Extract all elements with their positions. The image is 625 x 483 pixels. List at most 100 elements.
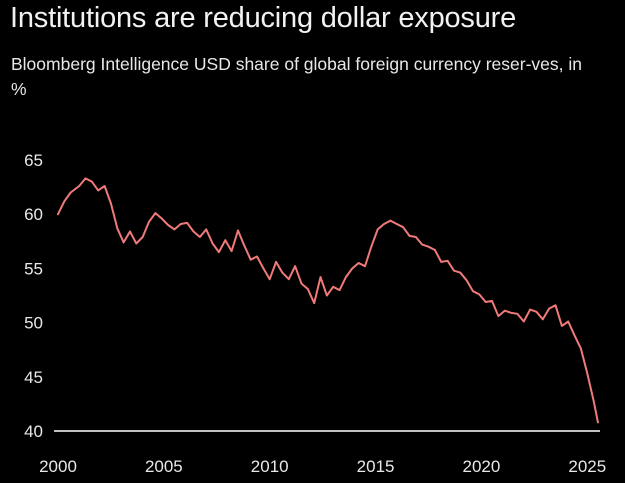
data-point	[186, 222, 189, 224]
data-point	[256, 255, 258, 258]
data-point	[503, 309, 506, 312]
data-point	[535, 310, 538, 313]
y-tick-label: 60	[24, 205, 43, 224]
data-point	[230, 250, 233, 253]
data-point	[84, 177, 87, 180]
data-point	[160, 217, 163, 220]
data-point	[408, 235, 411, 237]
data-point	[249, 258, 252, 261]
y-tick-label: 50	[24, 314, 43, 333]
x-tick-label: 2015	[357, 457, 395, 476]
data-point	[421, 243, 424, 246]
data-point	[281, 271, 284, 274]
data-point	[370, 245, 373, 248]
data-point	[522, 320, 525, 323]
x-axis-ticks: 2000 2005 2010 2015 2020 2025	[39, 457, 606, 476]
data-point	[332, 285, 335, 288]
data-point	[211, 242, 214, 245]
data-point	[491, 300, 493, 302]
data-point	[319, 276, 322, 278]
data-point	[446, 259, 449, 262]
data-point	[91, 180, 93, 183]
data-point	[364, 265, 366, 268]
data-point	[135, 242, 138, 245]
x-tick-label: 2010	[251, 457, 289, 476]
y-tick-label: 65	[24, 151, 43, 170]
data-point	[294, 265, 296, 268]
data-point	[592, 399, 595, 402]
data-point	[465, 279, 468, 282]
data-point	[129, 230, 131, 233]
data-point	[205, 228, 208, 231]
data-point	[484, 301, 487, 303]
data-point	[192, 230, 195, 233]
chart-subtitle: Bloomberg Intelligence USD share of glob…	[11, 54, 582, 99]
data-point	[345, 276, 347, 278]
data-point	[69, 191, 72, 194]
data-point	[573, 334, 576, 337]
data-point	[313, 302, 316, 304]
x-tick-label: 2000	[39, 457, 77, 476]
data-point	[218, 251, 220, 254]
data-point	[510, 311, 512, 314]
data-point	[141, 236, 144, 238]
data-point	[78, 185, 81, 187]
data-point	[395, 223, 398, 225]
data-point	[383, 223, 385, 225]
data-point	[237, 229, 239, 232]
data-point	[376, 228, 379, 231]
data-point	[472, 290, 474, 293]
series-line	[57, 177, 599, 424]
data-point	[541, 318, 544, 321]
data-point	[414, 236, 417, 238]
data-point	[116, 227, 119, 230]
data-point	[262, 267, 265, 270]
data-point	[497, 315, 500, 317]
data-point	[338, 289, 341, 291]
data-point	[268, 278, 271, 281]
data-point	[173, 228, 176, 231]
data-point	[554, 304, 557, 307]
data-point	[434, 249, 436, 251]
data-point	[148, 220, 150, 223]
y-tick-label: 40	[24, 422, 43, 441]
data-point	[580, 347, 582, 350]
x-tick-label: 2025	[568, 457, 606, 476]
y-tick-label: 55	[24, 259, 43, 278]
data-point	[275, 261, 277, 263]
data-point	[63, 200, 66, 203]
data-point	[427, 245, 430, 248]
data-point	[357, 262, 360, 264]
data-point	[459, 271, 462, 274]
data-point	[453, 269, 455, 272]
data-point	[154, 212, 157, 215]
data-point	[529, 308, 531, 311]
data-point	[586, 372, 589, 375]
data-point	[326, 294, 328, 297]
series-group	[57, 177, 599, 424]
y-axis-ticks: 40 45 50 55 60 65	[24, 151, 43, 441]
data-point	[478, 293, 481, 296]
data-point	[597, 421, 599, 424]
data-point	[306, 288, 309, 290]
data-point	[110, 202, 112, 205]
data-point	[351, 267, 354, 270]
data-point	[103, 185, 106, 187]
data-point	[402, 226, 404, 229]
data-point	[300, 282, 303, 285]
data-point	[516, 313, 519, 315]
data-point	[224, 239, 227, 242]
x-tick-label: 2020	[463, 457, 501, 476]
data-point	[97, 189, 100, 192]
data-point	[199, 236, 201, 238]
data-point	[57, 213, 59, 216]
y-tick-label: 45	[24, 368, 43, 387]
data-point	[567, 320, 570, 323]
x-tick-label: 2005	[145, 457, 183, 476]
data-point	[243, 244, 246, 247]
data-point	[561, 325, 563, 327]
data-point	[122, 241, 125, 244]
chart-title: Institutions are reducing dollar exposur…	[10, 2, 517, 34]
data-point	[440, 261, 443, 263]
